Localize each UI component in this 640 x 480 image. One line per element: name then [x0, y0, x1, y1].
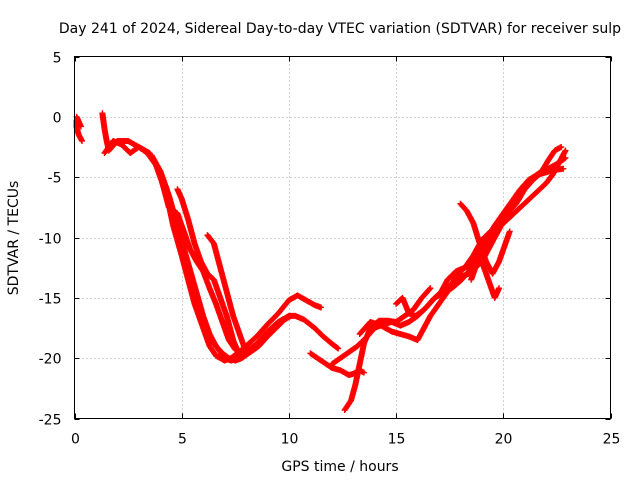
- data-point: [426, 286, 433, 293]
- plot-frame: [74, 56, 611, 419]
- data-point: [558, 144, 565, 150]
- y-tick-label: -25: [39, 413, 62, 429]
- data-point: [335, 345, 342, 352]
- x-tick-label: 20: [495, 432, 513, 448]
- y-tick-label: 0: [53, 111, 62, 127]
- chart-tick-labels: 0 5 10 15 20 25 5 0 -5 -10 -15 -20 -25: [39, 51, 621, 448]
- data-point: [506, 228, 513, 235]
- y-axis-label: SDTVAR / TECUs: [6, 181, 22, 296]
- data-point: [243, 349, 250, 356]
- y-tick-label: -5: [48, 171, 62, 187]
- y-tick-label: -10: [39, 232, 62, 248]
- data-point: [562, 147, 569, 154]
- chart-data-points: [73, 110, 569, 414]
- series-arc-l: [356, 154, 569, 344]
- chart-grid: [74, 56, 611, 419]
- x-tick-label: 25: [603, 432, 621, 448]
- data-point: [360, 369, 367, 376]
- data-point: [427, 285, 434, 292]
- x-tick-label: 15: [388, 432, 406, 448]
- data-point: [496, 285, 503, 292]
- chart-title: Day 241 of 2024, Sidereal Day-to-day VTE…: [59, 21, 621, 37]
- data-point: [288, 312, 295, 319]
- x-tick-label: 10: [281, 432, 299, 448]
- data-point: [236, 352, 243, 359]
- series-arc-p: [440, 258, 503, 301]
- chart-ticks: [74, 56, 612, 420]
- data-point: [77, 123, 84, 130]
- series-arc-h: [204, 232, 250, 356]
- y-tick-label: 5: [53, 51, 62, 67]
- x-tick-label: 0: [71, 432, 80, 448]
- x-axis-label: GPS time / hours: [281, 459, 398, 475]
- series-arc-g: [174, 186, 243, 359]
- y-tick-label: -20: [39, 352, 62, 368]
- x-tick-label: 5: [178, 432, 187, 448]
- data-point: [79, 137, 86, 144]
- series-arc-m: [393, 147, 569, 319]
- data-point: [318, 304, 325, 311]
- series-arc-b: [73, 113, 84, 130]
- y-tick-label: -15: [39, 292, 62, 308]
- series-arc-e: [148, 152, 295, 364]
- series-arc-d: [101, 137, 325, 364]
- series-arc-o: [457, 200, 513, 277]
- data-point: [560, 165, 567, 172]
